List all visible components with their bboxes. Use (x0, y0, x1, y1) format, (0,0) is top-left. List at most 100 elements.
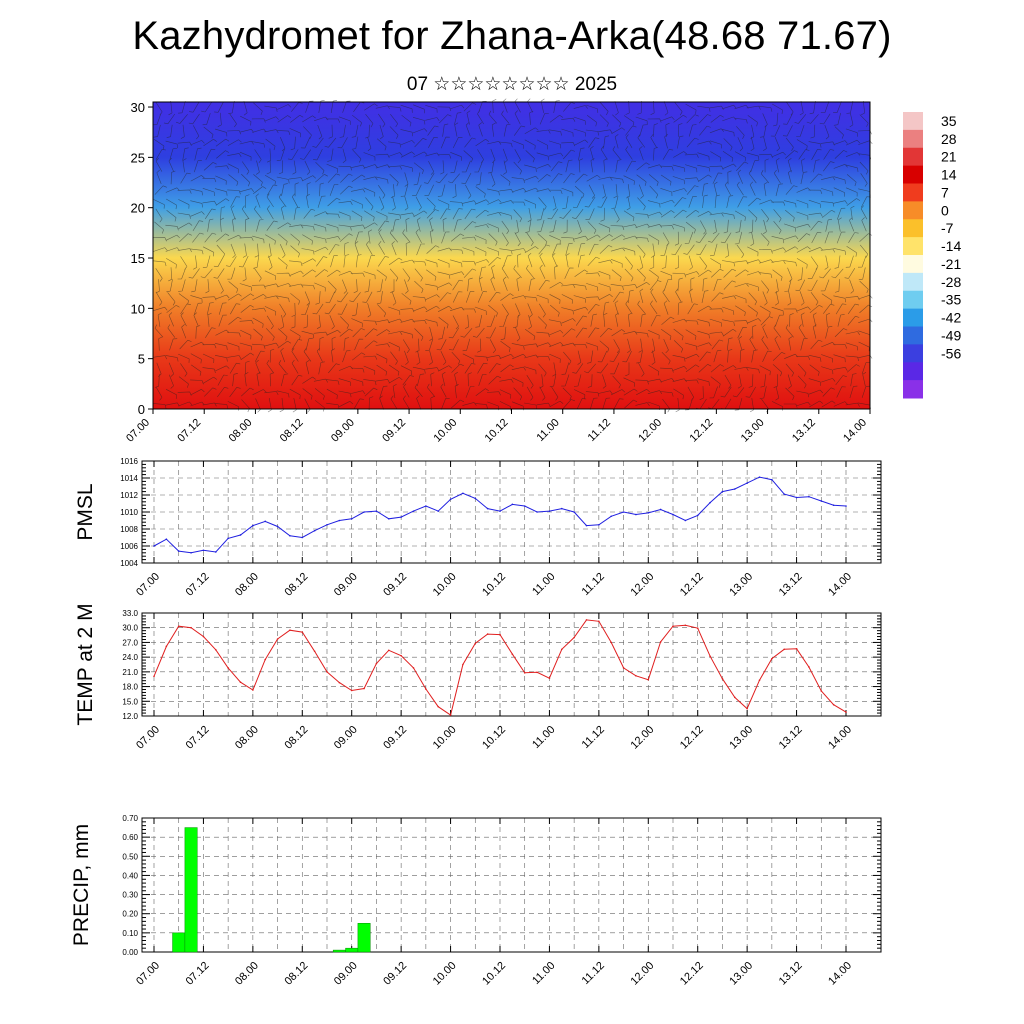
data-point (400, 654, 402, 657)
cross-section-panel: 0 5 10 15 20 25 30 07.00 07.12 08.00 08.12 09.00 09.… (124, 98, 873, 445)
data-point (276, 638, 279, 640)
x-tick-label: 09.00 (332, 724, 360, 752)
data-point (449, 714, 452, 716)
data-point (301, 536, 304, 539)
data-point (511, 653, 514, 655)
data-point (733, 696, 736, 699)
x-tick-label: 13.00 (727, 571, 755, 599)
y-tick-label: 27.0 (122, 638, 138, 647)
data-point (375, 662, 378, 665)
y-tick-label: 1008 (120, 525, 138, 534)
data-point (536, 511, 538, 513)
data-point (684, 519, 687, 522)
data-point (672, 513, 674, 516)
data-point (412, 667, 415, 669)
colorbar-segment (903, 237, 923, 256)
y-tick-label: 15.0 (122, 697, 138, 706)
data-point (573, 511, 575, 513)
chart-subtitle: 07 ☆☆☆☆☆☆☆☆ 2025 (406, 74, 618, 95)
heatmap-y-tick-label: 5 (138, 352, 145, 367)
colorbar: 35 28 21 147 0 -7 -14 -21 -28 -35 -42-49 -56 (903, 112, 961, 399)
data-point (808, 495, 810, 498)
colorbar-label: 35 (941, 113, 957, 129)
colorbar-segment (903, 326, 923, 345)
y-tick-label: 0.50 (122, 852, 138, 861)
data-point (672, 625, 674, 628)
x-tick-label: 08.00 (233, 960, 261, 988)
y-tick-label: 1012 (120, 491, 138, 500)
data-point (363, 687, 365, 690)
data-point (499, 510, 501, 512)
data-point (771, 657, 773, 660)
y-tick-label: 0.40 (122, 871, 138, 880)
pmsl-panel: 1004 1006 1008 1010 1012 1014 1016 07.00 07.12 08… (74, 457, 882, 599)
x-tick-label: 08.12 (282, 571, 310, 599)
data-point (696, 627, 699, 630)
data-point (227, 537, 229, 540)
data-point (338, 681, 341, 684)
temp-panel: 12.0 15.0 18.0 21.0 24.0 27.0 30.0 33.0 07.00 07.… (74, 603, 882, 752)
colorbar-segment (903, 290, 923, 310)
heatmap-x-tick-label: 11.00 (534, 417, 561, 444)
data-point (375, 510, 378, 512)
heatmap-y-tick-label: 25 (131, 150, 145, 165)
data-point (832, 504, 835, 507)
data-point (437, 705, 440, 708)
x-tick-label: 14.00 (826, 724, 854, 752)
data-point (523, 505, 526, 507)
data-point (326, 671, 328, 673)
data-point (560, 648, 563, 651)
panel-grid (142, 817, 881, 953)
data-point (659, 508, 662, 511)
heatmap-y-tick-label: 30 (131, 100, 145, 115)
panel-frame (141, 612, 882, 717)
data-point (523, 672, 526, 674)
x-tick-label: 10.12 (480, 960, 508, 988)
data-point (425, 688, 427, 690)
x-tick-label: 10.12 (480, 724, 508, 752)
y-tick-label: 0.20 (122, 910, 138, 919)
data-point (548, 510, 551, 512)
x-tick-label: 12.12 (678, 960, 706, 988)
x-tick-label: 07.12 (184, 960, 212, 988)
heatmap-x-tick-label: 07.00 (124, 417, 152, 445)
data-point (486, 633, 489, 635)
heatmap-y-tick-label: 0 (138, 402, 145, 417)
panel-grid (142, 612, 881, 717)
data-point (647, 678, 650, 681)
x-tick-label: 12.00 (628, 960, 656, 988)
heatmap-x-tick-label: 13.12 (790, 417, 818, 445)
precip-bar (332, 949, 346, 953)
precip-bar (172, 932, 186, 953)
y-tick-label: 18.0 (122, 683, 138, 692)
x-tick-label: 14.00 (826, 571, 854, 599)
data-point (313, 529, 316, 532)
data-point (165, 645, 168, 648)
colorbar-segment (903, 308, 923, 327)
colorbar-label: -56 (941, 345, 961, 361)
data-point (610, 515, 613, 518)
data-point (474, 497, 477, 500)
x-tick-label: 13.00 (727, 724, 755, 752)
data-point (684, 624, 687, 627)
colorbar-label: -42 (941, 310, 961, 326)
chart-title: Kazhydromet for Zhana-Arka(48.68 71.67) (132, 14, 892, 58)
data-point (635, 513, 637, 516)
colorbar-label: 0 (941, 202, 949, 218)
data-point (177, 625, 180, 628)
x-tick-label: 07.00 (134, 724, 162, 752)
data-point (363, 511, 365, 513)
x-tick-label: 11.12 (580, 960, 607, 987)
x-tick-label: 14.00 (826, 960, 854, 988)
data-point (202, 549, 205, 552)
heatmap-x-tick-label: 12.00 (636, 417, 664, 445)
data-point (820, 690, 823, 692)
x-tick-label: 11.00 (530, 960, 557, 987)
data-point (598, 620, 600, 623)
data-point (733, 488, 736, 490)
colorbar-label: -49 (941, 327, 961, 343)
data-point (350, 689, 353, 692)
heatmap-x-tick-label: 11.12 (586, 417, 613, 444)
x-tick-label: 07.00 (134, 960, 162, 988)
